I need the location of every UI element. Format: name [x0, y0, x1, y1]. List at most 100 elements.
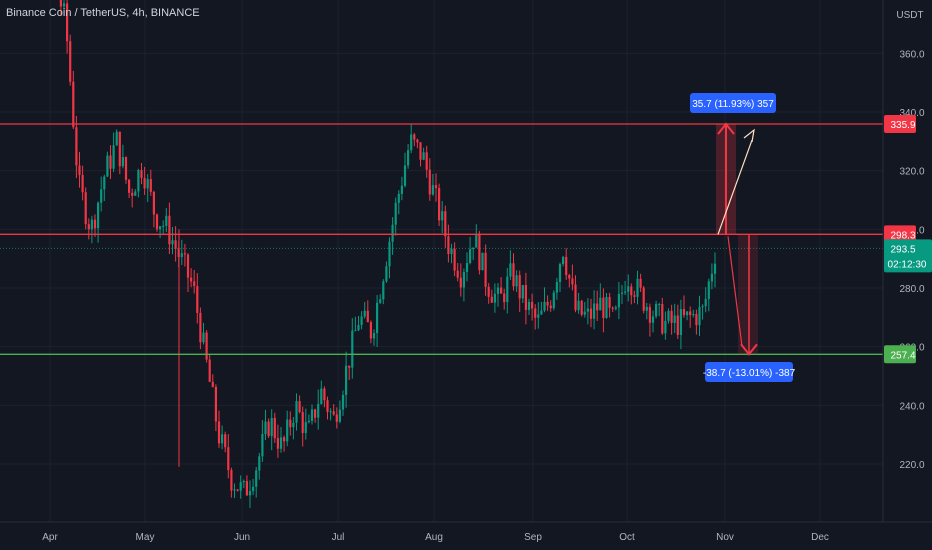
candle-body: [416, 139, 419, 143]
time-tick-label: Apr: [42, 532, 58, 543]
candle-body: [146, 179, 149, 189]
candle-body: [295, 401, 298, 423]
candle-body: [549, 305, 552, 309]
candle-body: [444, 211, 447, 237]
candle-body: [428, 169, 431, 195]
candle-body: [568, 275, 571, 279]
candle-body: [478, 233, 481, 271]
candle-body: [534, 308, 537, 318]
candle-body: [180, 253, 183, 257]
candle-body: [338, 409, 341, 422]
candle-body: [593, 303, 596, 319]
candle-body: [171, 240, 174, 245]
candle-body: [348, 365, 351, 368]
down-annotation-text: -38.7 (-13.01%) -387: [703, 368, 796, 379]
time-tick-label: Jun: [234, 532, 250, 543]
candle-body: [301, 412, 304, 433]
candle-body: [264, 421, 267, 435]
candle-body: [289, 419, 292, 428]
candle-body: [441, 211, 444, 221]
candle-body: [434, 185, 438, 189]
candle-body: [394, 202, 397, 225]
candle-body: [527, 301, 531, 310]
up-measure-head: [717, 122, 735, 135]
candle-body: [140, 170, 143, 178]
candle-body: [391, 224, 394, 242]
candle-body: [214, 386, 217, 422]
candle-body: [518, 275, 521, 299]
candle-body: [97, 202, 100, 229]
candle-body: [230, 470, 233, 491]
time-tick-label: May: [136, 532, 155, 543]
candle-body: [410, 134, 413, 151]
symbol-legend: Binance Coin / TetherUS, 4h, BINANCE: [6, 7, 200, 19]
candle-body: [118, 131, 121, 167]
price-tick-label: 340.0: [899, 108, 924, 119]
candle-body: [484, 252, 487, 287]
candle-body: [695, 314, 698, 326]
candle-body: [679, 309, 682, 335]
time-tick-label: Oct: [619, 532, 635, 543]
candle-body: [500, 287, 503, 294]
candle-body: [397, 193, 400, 203]
candle-body: [589, 308, 593, 319]
candle-body: [239, 482, 242, 491]
candle-body: [363, 310, 366, 317]
candles-group: [59, 0, 717, 508]
candle-body: [137, 170, 140, 192]
candle-body: [515, 275, 518, 287]
candle-body: [624, 291, 627, 293]
candle-body: [459, 277, 462, 288]
candle-body: [314, 409, 317, 418]
candle-body: [81, 175, 84, 193]
candle-body: [292, 422, 295, 428]
candle-body: [670, 310, 673, 323]
candle-body: [143, 177, 146, 189]
candle-body: [490, 296, 493, 303]
candle-body: [630, 286, 633, 296]
candle-body: [162, 225, 165, 227]
candle-body: [596, 303, 599, 311]
candle-body: [357, 324, 360, 331]
candle-body: [707, 281, 710, 299]
candle-body: [639, 278, 642, 288]
currency-label: USDT: [896, 10, 923, 21]
candle-body: [676, 315, 679, 335]
candle-body: [252, 486, 255, 492]
candle-body: [475, 233, 478, 248]
middle-line-badge: [884, 225, 916, 244]
candle-body: [599, 297, 602, 311]
candle-body: [317, 403, 320, 418]
candle-body: [205, 332, 208, 360]
candle-body: [307, 420, 310, 423]
price-tick-label: 240.0: [899, 401, 924, 412]
time-tick-label: Aug: [425, 532, 443, 543]
candle-body: [202, 332, 205, 343]
candle-body: [174, 240, 177, 249]
down-measure-head: [740, 343, 758, 356]
candle-body: [562, 256, 565, 265]
candle-body: [112, 145, 115, 169]
candle-body: [100, 189, 103, 203]
candle-body: [326, 400, 329, 412]
candle-body: [586, 308, 589, 312]
up-annotation-text: 35.7 (11.93%) 357: [692, 99, 774, 110]
candle-body: [84, 192, 87, 225]
candle-body: [152, 191, 155, 215]
candle-body: [655, 304, 658, 317]
candle-body: [87, 224, 90, 230]
candle-body: [692, 314, 695, 316]
candle-body: [134, 191, 137, 196]
candle-body: [611, 307, 614, 309]
candle-body: [372, 333, 376, 339]
projection-up-head: [743, 128, 755, 143]
candle-body: [617, 293, 620, 308]
candle-body: [267, 421, 270, 437]
candle-body: [701, 306, 704, 308]
candle-body: [608, 296, 611, 308]
candle-body: [385, 266, 388, 282]
candle-body: [642, 287, 645, 311]
candle-body: [208, 359, 211, 382]
candle-body: [332, 411, 335, 415]
